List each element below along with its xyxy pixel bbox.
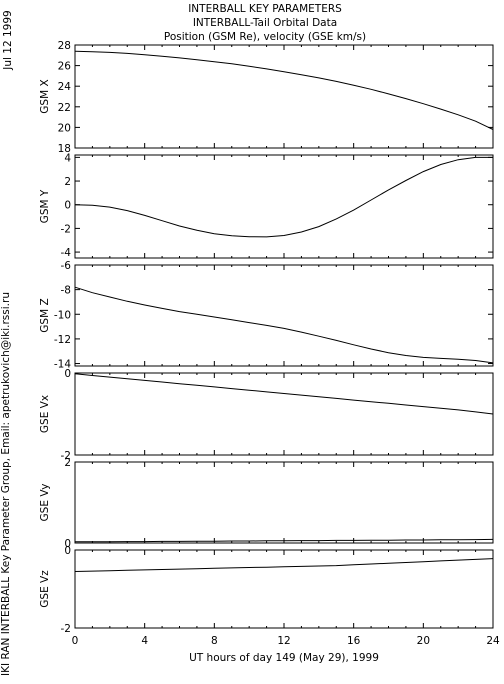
series-line xyxy=(74,286,494,364)
y-tick-label: 2 xyxy=(64,176,71,188)
x-tick-label: 4 xyxy=(141,635,148,647)
y-tick-label: -14 xyxy=(54,359,71,371)
y-tick-label: 0 xyxy=(64,545,71,557)
plot-date: Jul 12 1999 xyxy=(2,10,14,70)
y-tick-label: 28 xyxy=(58,40,71,52)
y-tick-label: -2 xyxy=(61,623,71,635)
panel-frame xyxy=(74,154,494,259)
panel-frame xyxy=(74,264,494,367)
series-line xyxy=(74,558,494,572)
y-tick-label: -8 xyxy=(61,285,71,297)
y-axis-label: GSM X xyxy=(39,79,51,113)
series-line xyxy=(74,373,494,415)
y-tick-label: 4 xyxy=(64,152,71,164)
y-axis-label: GSE Vx xyxy=(39,395,51,433)
y-tick-label: -4 xyxy=(61,247,72,259)
chart-title-line3: Position (GSM Re), velocity (GSE km/s) xyxy=(164,31,366,43)
y-tick-label: -2 xyxy=(61,450,71,462)
x-tick-label: 0 xyxy=(72,635,79,647)
panel-gsm-x: 18 20 22 24 26 28 GSM X xyxy=(39,40,494,155)
panel-frame xyxy=(74,372,494,456)
y-axis-label: GSE Vz xyxy=(39,570,51,608)
y-tick-label: 24 xyxy=(58,81,72,93)
y-tick-label: -10 xyxy=(54,309,71,321)
y-tick-label: -6 xyxy=(61,260,72,272)
chart-title-line2: INTERBALL-Tail Orbital Data xyxy=(193,17,337,29)
y-tick-label: 20 xyxy=(58,122,71,134)
side-credit: IKI RAN INTERBALL Key Parameter Group, E… xyxy=(0,292,12,676)
series-line xyxy=(75,538,494,543)
y-tick-label: 0 xyxy=(64,538,71,550)
panel-gsm-z: -14 -12 -10 -8 -6 GSM Z xyxy=(39,260,494,371)
x-tick-label: 24 xyxy=(486,635,500,647)
y-tick-label: -12 xyxy=(54,334,71,346)
x-tick-label: 8 xyxy=(211,635,218,647)
panel-gse-vz: -2 0 GSE Vz xyxy=(39,545,494,635)
y-tick-label: 18 xyxy=(58,143,71,155)
panel-frame xyxy=(74,44,494,149)
series-line xyxy=(74,156,493,238)
y-tick-label: 0 xyxy=(64,368,71,380)
y-tick-label: -2 xyxy=(61,223,71,235)
x-tick-label: 16 xyxy=(347,635,361,647)
series-line xyxy=(74,50,494,130)
y-tick-label: 26 xyxy=(58,61,72,73)
y-axis-label: GSM Y xyxy=(39,189,51,223)
panel-gse-vx: -2 0 GSE Vx xyxy=(39,368,494,462)
chart-title-line1: INTERBALL KEY PARAMETERS xyxy=(188,3,342,15)
x-tick-label: 20 xyxy=(417,635,430,647)
y-tick-label: 22 xyxy=(58,102,71,114)
x-tick-label: 12 xyxy=(277,635,290,647)
y-tick-label: 0 xyxy=(64,200,71,212)
y-axis-label: GSE Vy xyxy=(39,484,51,522)
panel-frame xyxy=(74,461,494,544)
y-axis-label: GSM Z xyxy=(39,298,51,332)
y-tick-label: 2 xyxy=(64,457,71,469)
x-axis-label: UT hours of day 149 (May 29), 1999 xyxy=(189,652,379,664)
panel-gse-vy: 0 2 GSE Vy xyxy=(39,457,494,550)
panel-gsm-y: -4 -2 0 2 4 GSM Y xyxy=(39,152,494,259)
